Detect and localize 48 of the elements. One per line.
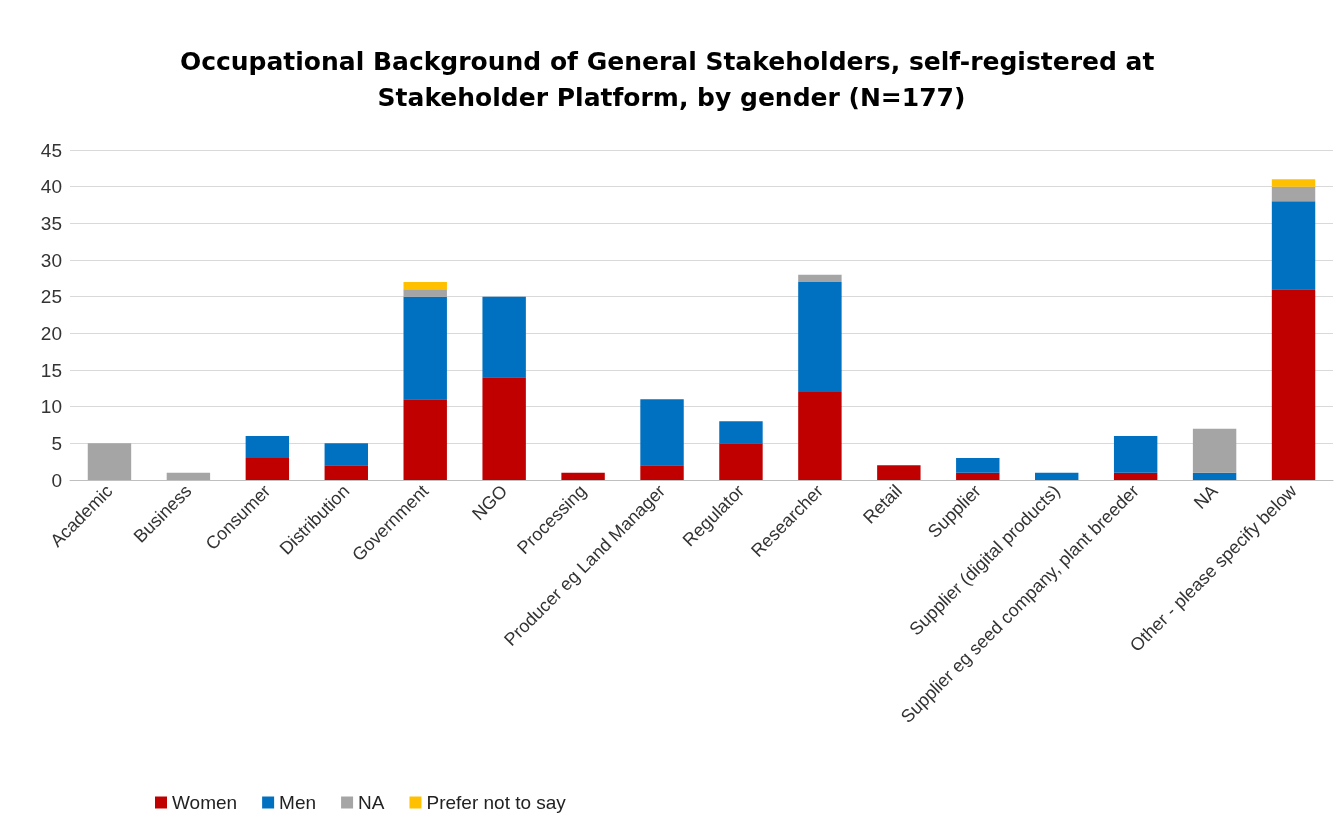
legend-label: Men xyxy=(279,792,317,813)
bar xyxy=(561,472,605,480)
y-tick-label: 25 xyxy=(40,286,62,308)
y-tick-label: 45 xyxy=(40,139,62,161)
y-tick-label: 0 xyxy=(51,469,62,491)
bar xyxy=(956,472,1000,480)
bar xyxy=(1113,436,1158,473)
bar xyxy=(1113,472,1158,480)
bar xyxy=(640,465,684,480)
bar xyxy=(403,399,447,480)
bar xyxy=(1192,428,1237,473)
bar xyxy=(798,274,842,282)
y-tick-label: 20 xyxy=(40,322,62,344)
bar xyxy=(87,443,132,480)
bar xyxy=(324,465,368,480)
y-tick-label: 5 xyxy=(51,432,62,454)
bar xyxy=(166,472,211,480)
bar xyxy=(1271,186,1316,202)
bar xyxy=(245,436,290,458)
chart-title: Occupational Background of General Stakeholders, self-registered at Stakeholder Platform, by gender (N=177) xyxy=(179,46,1164,112)
legend-label: Prefer not to say xyxy=(426,792,567,813)
bar xyxy=(956,458,1000,473)
y-tick-label: 10 xyxy=(40,396,62,418)
bar xyxy=(482,377,526,480)
y-tick-label: 15 xyxy=(40,359,62,381)
bar xyxy=(403,296,447,400)
bar xyxy=(719,421,763,444)
bar xyxy=(1271,289,1316,480)
bar xyxy=(877,465,921,480)
y-tick-label: 40 xyxy=(40,176,62,198)
y-tick-label: 30 xyxy=(40,249,62,271)
x-tick-label: NA xyxy=(1189,480,1222,513)
bar xyxy=(798,392,842,480)
bar xyxy=(324,443,368,466)
bar xyxy=(640,399,684,466)
y-tick-label: 35 xyxy=(40,212,62,234)
legend-label: Women xyxy=(172,792,238,813)
bar xyxy=(1192,472,1237,480)
bar xyxy=(403,289,447,297)
bar xyxy=(245,458,290,480)
bar xyxy=(403,282,447,290)
bar xyxy=(482,296,526,378)
bar xyxy=(719,443,763,480)
bar xyxy=(798,282,842,392)
bar xyxy=(1035,472,1079,480)
bar xyxy=(1271,179,1316,187)
bar xyxy=(1271,201,1316,290)
legend-label: NA xyxy=(358,792,385,813)
